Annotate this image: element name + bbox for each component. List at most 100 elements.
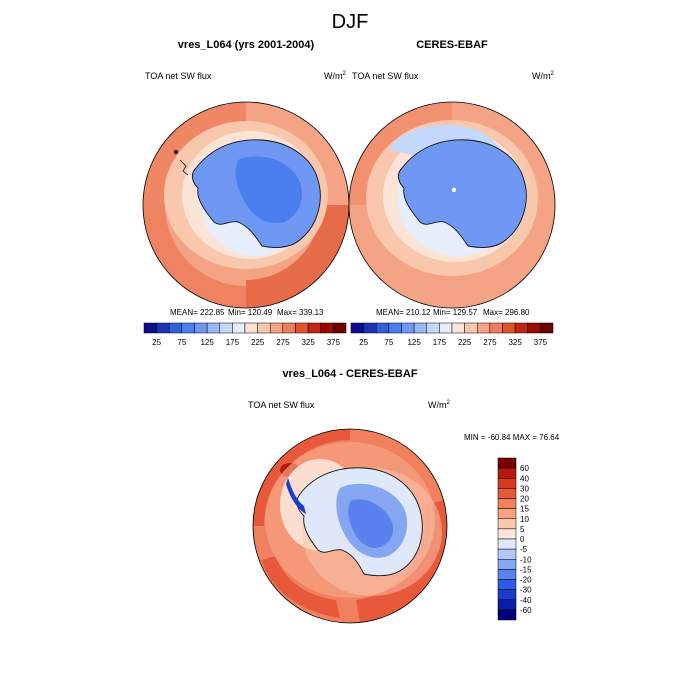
colorbar-0-tick-225: 225 <box>251 338 265 347</box>
colorbar-2-tick-0: 0 <box>520 535 525 544</box>
colorbar-2-tick-10: 10 <box>520 515 529 524</box>
colorbar-2-swatch-6 <box>497 518 517 530</box>
colorbar-2-swatch-10 <box>497 559 517 570</box>
colorbar-0-swatch-7 <box>232 322 246 334</box>
panel-obs-min: Min= 129.57 <box>433 308 478 317</box>
panel-model-min: Min= 120.49 <box>228 308 273 317</box>
colorbar-2-swatch-7 <box>497 528 517 540</box>
colorbar-2-swatch-8 <box>497 538 517 550</box>
colorbar-0-swatch-9 <box>257 322 271 334</box>
panel-diff-units: W/m2 <box>428 400 451 410</box>
colorbar-1-tick-25: 25 <box>359 338 368 347</box>
colorbar-0-swatch-4 <box>194 322 208 334</box>
colorbar-1-swatch-11 <box>489 322 503 334</box>
colorbar-0-swatch-13 <box>307 322 321 334</box>
colorbar-0-tick-375: 375 <box>327 338 341 347</box>
colorbar-2-tick-20: 20 <box>520 495 529 504</box>
panel-model-max: Max= 339.13 <box>277 308 324 317</box>
colorbar-0-tick-175: 175 <box>226 338 240 347</box>
panel-diff-minmax: MIN = -60.84 MAX = 76.64 <box>464 433 560 442</box>
colorbar-1-swatch-5 <box>413 322 427 334</box>
colorbar-2-swatch-1 <box>497 467 517 479</box>
colorbar-0-tick-125: 125 <box>200 338 214 347</box>
colorbar-2-tick-60: 60 <box>520 464 529 473</box>
colorbar-1-tick-275: 275 <box>483 338 497 347</box>
colorbar-0-swatch-5 <box>206 322 220 334</box>
colorbar-2-swatch-3 <box>497 488 517 499</box>
colorbar-1-swatch-2 <box>376 322 390 334</box>
colorbar-2-tick-15: 15 <box>520 505 529 514</box>
panel-obs-title: CERES-EBAF <box>416 39 488 51</box>
colorbar-1-swatch-8 <box>451 322 465 334</box>
colorbar-0-swatch-3 <box>181 322 195 334</box>
colorbar-2-swatch-13 <box>497 589 517 600</box>
panel-model-title: vres_L064 (yrs 2001-2004) <box>178 39 315 51</box>
colorbar-1-tick-225: 225 <box>458 338 472 347</box>
colorbar-0-tick-275: 275 <box>276 338 290 347</box>
colorbar-2-swatch-15 <box>497 609 517 621</box>
panel-model-mean: MEAN= 222.85 <box>170 308 225 317</box>
panel-obs-max: Max= 296.80 <box>483 308 530 317</box>
panel-diff-map-border <box>252 428 448 624</box>
panel-obs-map <box>349 102 555 308</box>
colorbar-2-tick--15: -15 <box>520 565 532 574</box>
colorbar-1-swatch-0 <box>350 322 364 334</box>
panel-model-map <box>143 102 349 308</box>
colorbar-0-tick-25: 25 <box>152 338 161 347</box>
colorbar-0-swatch-0 <box>143 322 157 334</box>
panel-obs-map-border <box>348 101 556 309</box>
panel-diff-map <box>253 429 447 623</box>
panel-obs: CERES-EBAF TOA net SW flux W/m2 MEAN= 21… <box>348 39 556 347</box>
colorbar-2-swatch-4 <box>497 498 517 509</box>
figure-title: DJF <box>332 11 369 33</box>
panel-obs-units: W/m2 <box>532 71 555 81</box>
colorbar-0-swatch-15 <box>333 322 347 334</box>
colorbar-0-swatch-14 <box>320 322 334 334</box>
colorbar-1-tick-175: 175 <box>433 338 447 347</box>
colorbar-2-tick--10: -10 <box>520 555 532 564</box>
panel-obs-colorbar: 25 75 125 175 225 275 325 375 <box>350 322 554 347</box>
colorbar-0-swatch-2 <box>169 322 183 334</box>
colorbar-0-tick-75: 75 <box>177 338 186 347</box>
colorbar-1-swatch-7 <box>439 322 453 334</box>
colorbar-1-swatch-9 <box>464 322 478 334</box>
colorbar-0-swatch-8 <box>244 322 258 334</box>
colorbar-1-swatch-4 <box>401 322 415 334</box>
colorbar-2-swatch-5 <box>497 508 517 519</box>
colorbar-1-swatch-12 <box>502 322 516 334</box>
colorbar-2-tick--60: -60 <box>520 606 532 615</box>
colorbar-1-tick-325: 325 <box>508 338 522 347</box>
colorbar-1-swatch-1 <box>363 322 377 334</box>
colorbar-2-swatch-11 <box>497 569 517 580</box>
colorbar-2-tick--20: -20 <box>520 576 532 585</box>
colorbar-1-tick-75: 75 <box>384 338 393 347</box>
colorbar-2-tick--40: -40 <box>520 596 532 605</box>
panel-diff-variable-label: TOA net SW flux <box>248 400 315 410</box>
colorbar-1-tick-375: 375 <box>534 338 548 347</box>
colorbar-0-swatch-11 <box>282 322 296 334</box>
panel-model-variable-label: TOA net SW flux <box>145 71 212 81</box>
panel-model: vres_L064 (yrs 2001-2004) TOA net SW flu… <box>142 39 350 347</box>
colorbar-2-tick-40: 40 <box>520 474 529 483</box>
panel-diff: vres_L064 - CERES-EBAF TOA net SW flux W… <box>248 368 560 624</box>
colorbar-0-tick-325: 325 <box>301 338 315 347</box>
colorbar-2-swatch-2 <box>497 478 517 489</box>
colorbar-2-swatch-0 <box>497 457 517 469</box>
colorbar-0-swatch-1 <box>156 322 170 334</box>
panel-model-units: W/m2 <box>324 71 347 81</box>
panel-obs-antarctica <box>397 139 527 248</box>
colorbar-1-swatch-14 <box>527 322 541 334</box>
colorbar-1-tick-125: 125 <box>407 338 421 347</box>
panel-obs-variable-label: TOA net SW flux <box>352 71 419 81</box>
colorbar-2-tick--30: -30 <box>520 586 532 595</box>
colorbar-1-swatch-6 <box>426 322 440 334</box>
colorbar-1-swatch-3 <box>388 322 402 334</box>
colorbar-0-swatch-6 <box>219 322 233 334</box>
colorbar-2-tick--5: -5 <box>520 545 528 554</box>
colorbar-1-swatch-13 <box>514 322 528 334</box>
colorbar-2-tick-30: 30 <box>520 484 529 493</box>
colorbar-2-swatch-12 <box>497 579 517 590</box>
colorbar-2-tick-5: 5 <box>520 525 525 534</box>
